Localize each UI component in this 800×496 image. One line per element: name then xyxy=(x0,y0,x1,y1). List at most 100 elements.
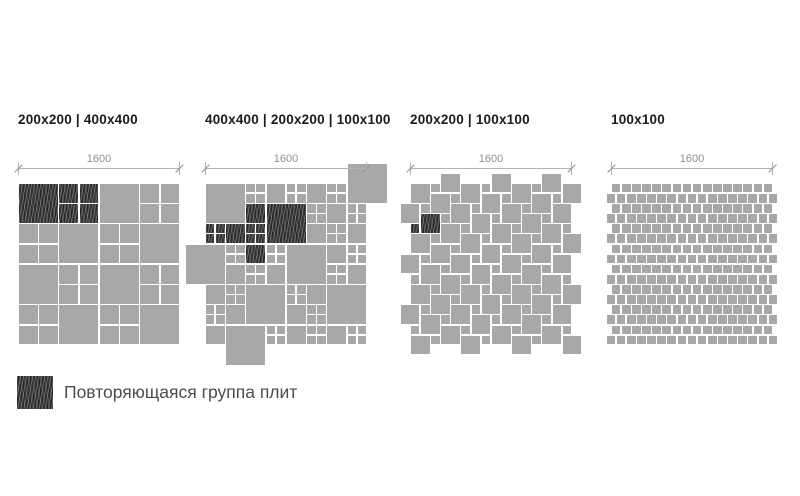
tile xyxy=(471,214,491,233)
tile xyxy=(642,264,651,274)
tile xyxy=(672,183,682,193)
tile xyxy=(160,183,180,203)
tile xyxy=(702,285,712,294)
tile xyxy=(441,274,460,294)
tile xyxy=(626,193,636,203)
tile xyxy=(256,183,265,193)
tile xyxy=(215,315,225,324)
tile xyxy=(501,244,511,254)
tile xyxy=(327,325,346,345)
tile xyxy=(677,335,687,345)
tile xyxy=(160,264,180,284)
tile xyxy=(662,305,671,314)
tile xyxy=(723,224,732,233)
tile xyxy=(420,204,430,213)
tile xyxy=(707,234,717,243)
tile xyxy=(743,264,752,274)
tile xyxy=(606,254,616,264)
tile xyxy=(677,315,687,324)
tile xyxy=(317,305,326,314)
tile xyxy=(662,183,671,193)
tile xyxy=(532,285,541,294)
tile xyxy=(317,335,326,345)
tile xyxy=(743,204,752,213)
tile xyxy=(723,204,732,213)
tile xyxy=(677,254,687,264)
tile xyxy=(626,315,636,324)
tile xyxy=(18,264,58,304)
tile xyxy=(758,234,768,243)
tile xyxy=(753,325,763,335)
tile xyxy=(471,315,491,335)
tile xyxy=(723,305,732,314)
tile xyxy=(657,214,666,223)
tile xyxy=(307,325,316,335)
repeating-group-tile xyxy=(215,224,225,233)
dimension-label: 1600 xyxy=(273,153,299,165)
tile xyxy=(606,274,616,284)
tile xyxy=(441,325,460,345)
tile xyxy=(632,285,641,294)
tile xyxy=(652,305,661,314)
tile xyxy=(99,224,119,243)
tile xyxy=(642,305,651,314)
tile xyxy=(140,264,159,284)
tile xyxy=(632,325,641,335)
tile xyxy=(441,264,450,274)
tile xyxy=(748,193,758,203)
tile xyxy=(327,183,336,193)
tile xyxy=(296,193,306,203)
tile xyxy=(748,214,758,223)
tile xyxy=(616,335,626,345)
tile xyxy=(451,204,470,223)
tile xyxy=(702,244,712,254)
tile xyxy=(713,305,722,314)
tile xyxy=(763,325,773,335)
tile xyxy=(552,204,572,223)
tile xyxy=(728,254,737,264)
tile xyxy=(682,325,692,335)
tile xyxy=(410,325,420,335)
tile xyxy=(616,214,626,223)
tile xyxy=(542,214,551,223)
tile xyxy=(768,295,778,304)
tile xyxy=(637,274,646,284)
tile xyxy=(758,295,768,304)
tile xyxy=(621,305,631,314)
tile xyxy=(738,234,747,243)
tile xyxy=(317,325,326,335)
tile xyxy=(357,204,367,213)
tile xyxy=(471,264,491,284)
tile xyxy=(768,234,778,243)
tile xyxy=(185,244,225,284)
tile xyxy=(718,295,727,304)
tile xyxy=(763,183,773,193)
repeating-group-tile xyxy=(266,204,306,243)
tile xyxy=(743,325,752,335)
tile xyxy=(266,335,276,345)
tile xyxy=(461,274,470,284)
tile xyxy=(662,204,671,213)
tile xyxy=(522,315,541,335)
tile xyxy=(692,325,702,335)
tile xyxy=(512,224,521,233)
tile xyxy=(723,264,732,274)
panel-label: 200x200 | 400x400 xyxy=(18,112,138,127)
tile xyxy=(713,183,722,193)
tile xyxy=(441,173,460,193)
tile xyxy=(768,193,778,203)
tile xyxy=(672,224,682,233)
panel-label: 100x100 xyxy=(611,112,665,127)
tile xyxy=(420,264,440,284)
tile xyxy=(647,254,656,264)
tile xyxy=(768,214,778,223)
tile xyxy=(120,325,139,345)
tile xyxy=(718,274,727,284)
tile xyxy=(621,224,631,233)
tile xyxy=(461,335,481,355)
tile xyxy=(738,274,747,284)
tile xyxy=(662,244,671,254)
tile xyxy=(743,305,752,314)
tile xyxy=(672,264,682,274)
tile xyxy=(718,254,727,264)
